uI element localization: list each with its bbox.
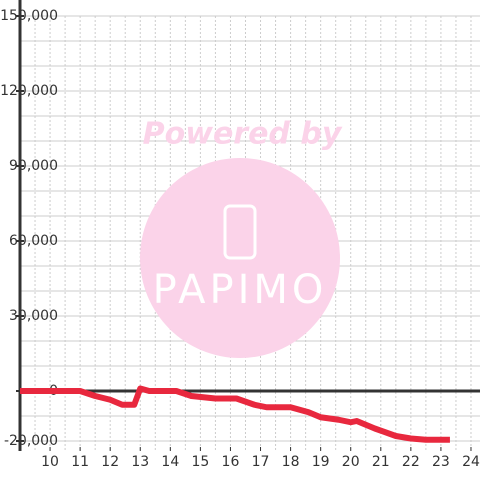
watermark: Powered by PAPIMO bbox=[140, 117, 343, 358]
watermark-logo: PAPIMO bbox=[153, 267, 328, 313]
x-tick-label: 12 bbox=[101, 454, 119, 470]
y-tick-label: 60,000 bbox=[9, 233, 58, 249]
x-tick-label: 19 bbox=[312, 454, 330, 470]
x-tick-label: 10 bbox=[41, 454, 59, 470]
x-tick-label: 24 bbox=[462, 454, 480, 470]
data-line bbox=[20, 385, 450, 443]
y-tick-label: 90,000 bbox=[9, 158, 58, 174]
x-tick-label: 17 bbox=[252, 454, 270, 470]
x-tick-label: 22 bbox=[402, 454, 420, 470]
x-tick-label: 23 bbox=[432, 454, 450, 470]
x-tick-label: 21 bbox=[372, 454, 390, 470]
y-tick-label: -20,000 bbox=[4, 433, 58, 449]
x-tick-label: 18 bbox=[282, 454, 300, 470]
y-tick-label: 30,000 bbox=[9, 308, 58, 324]
watermark-text: Powered by bbox=[143, 117, 343, 152]
x-tick-label: 16 bbox=[222, 454, 240, 470]
plot: -20,000030,00060,00090,000120,000150,000… bbox=[0, 0, 480, 470]
y-tick-label: 150,000 bbox=[0, 8, 58, 24]
phone-icon bbox=[223, 204, 257, 260]
y-tick-label: 120,000 bbox=[0, 83, 58, 99]
x-tick-label: 15 bbox=[191, 454, 209, 470]
x-tick-label: 11 bbox=[71, 454, 89, 470]
x-tick-label: 14 bbox=[161, 454, 179, 470]
x-tick-label: 20 bbox=[342, 454, 360, 470]
x-tick-label: 13 bbox=[131, 454, 149, 470]
